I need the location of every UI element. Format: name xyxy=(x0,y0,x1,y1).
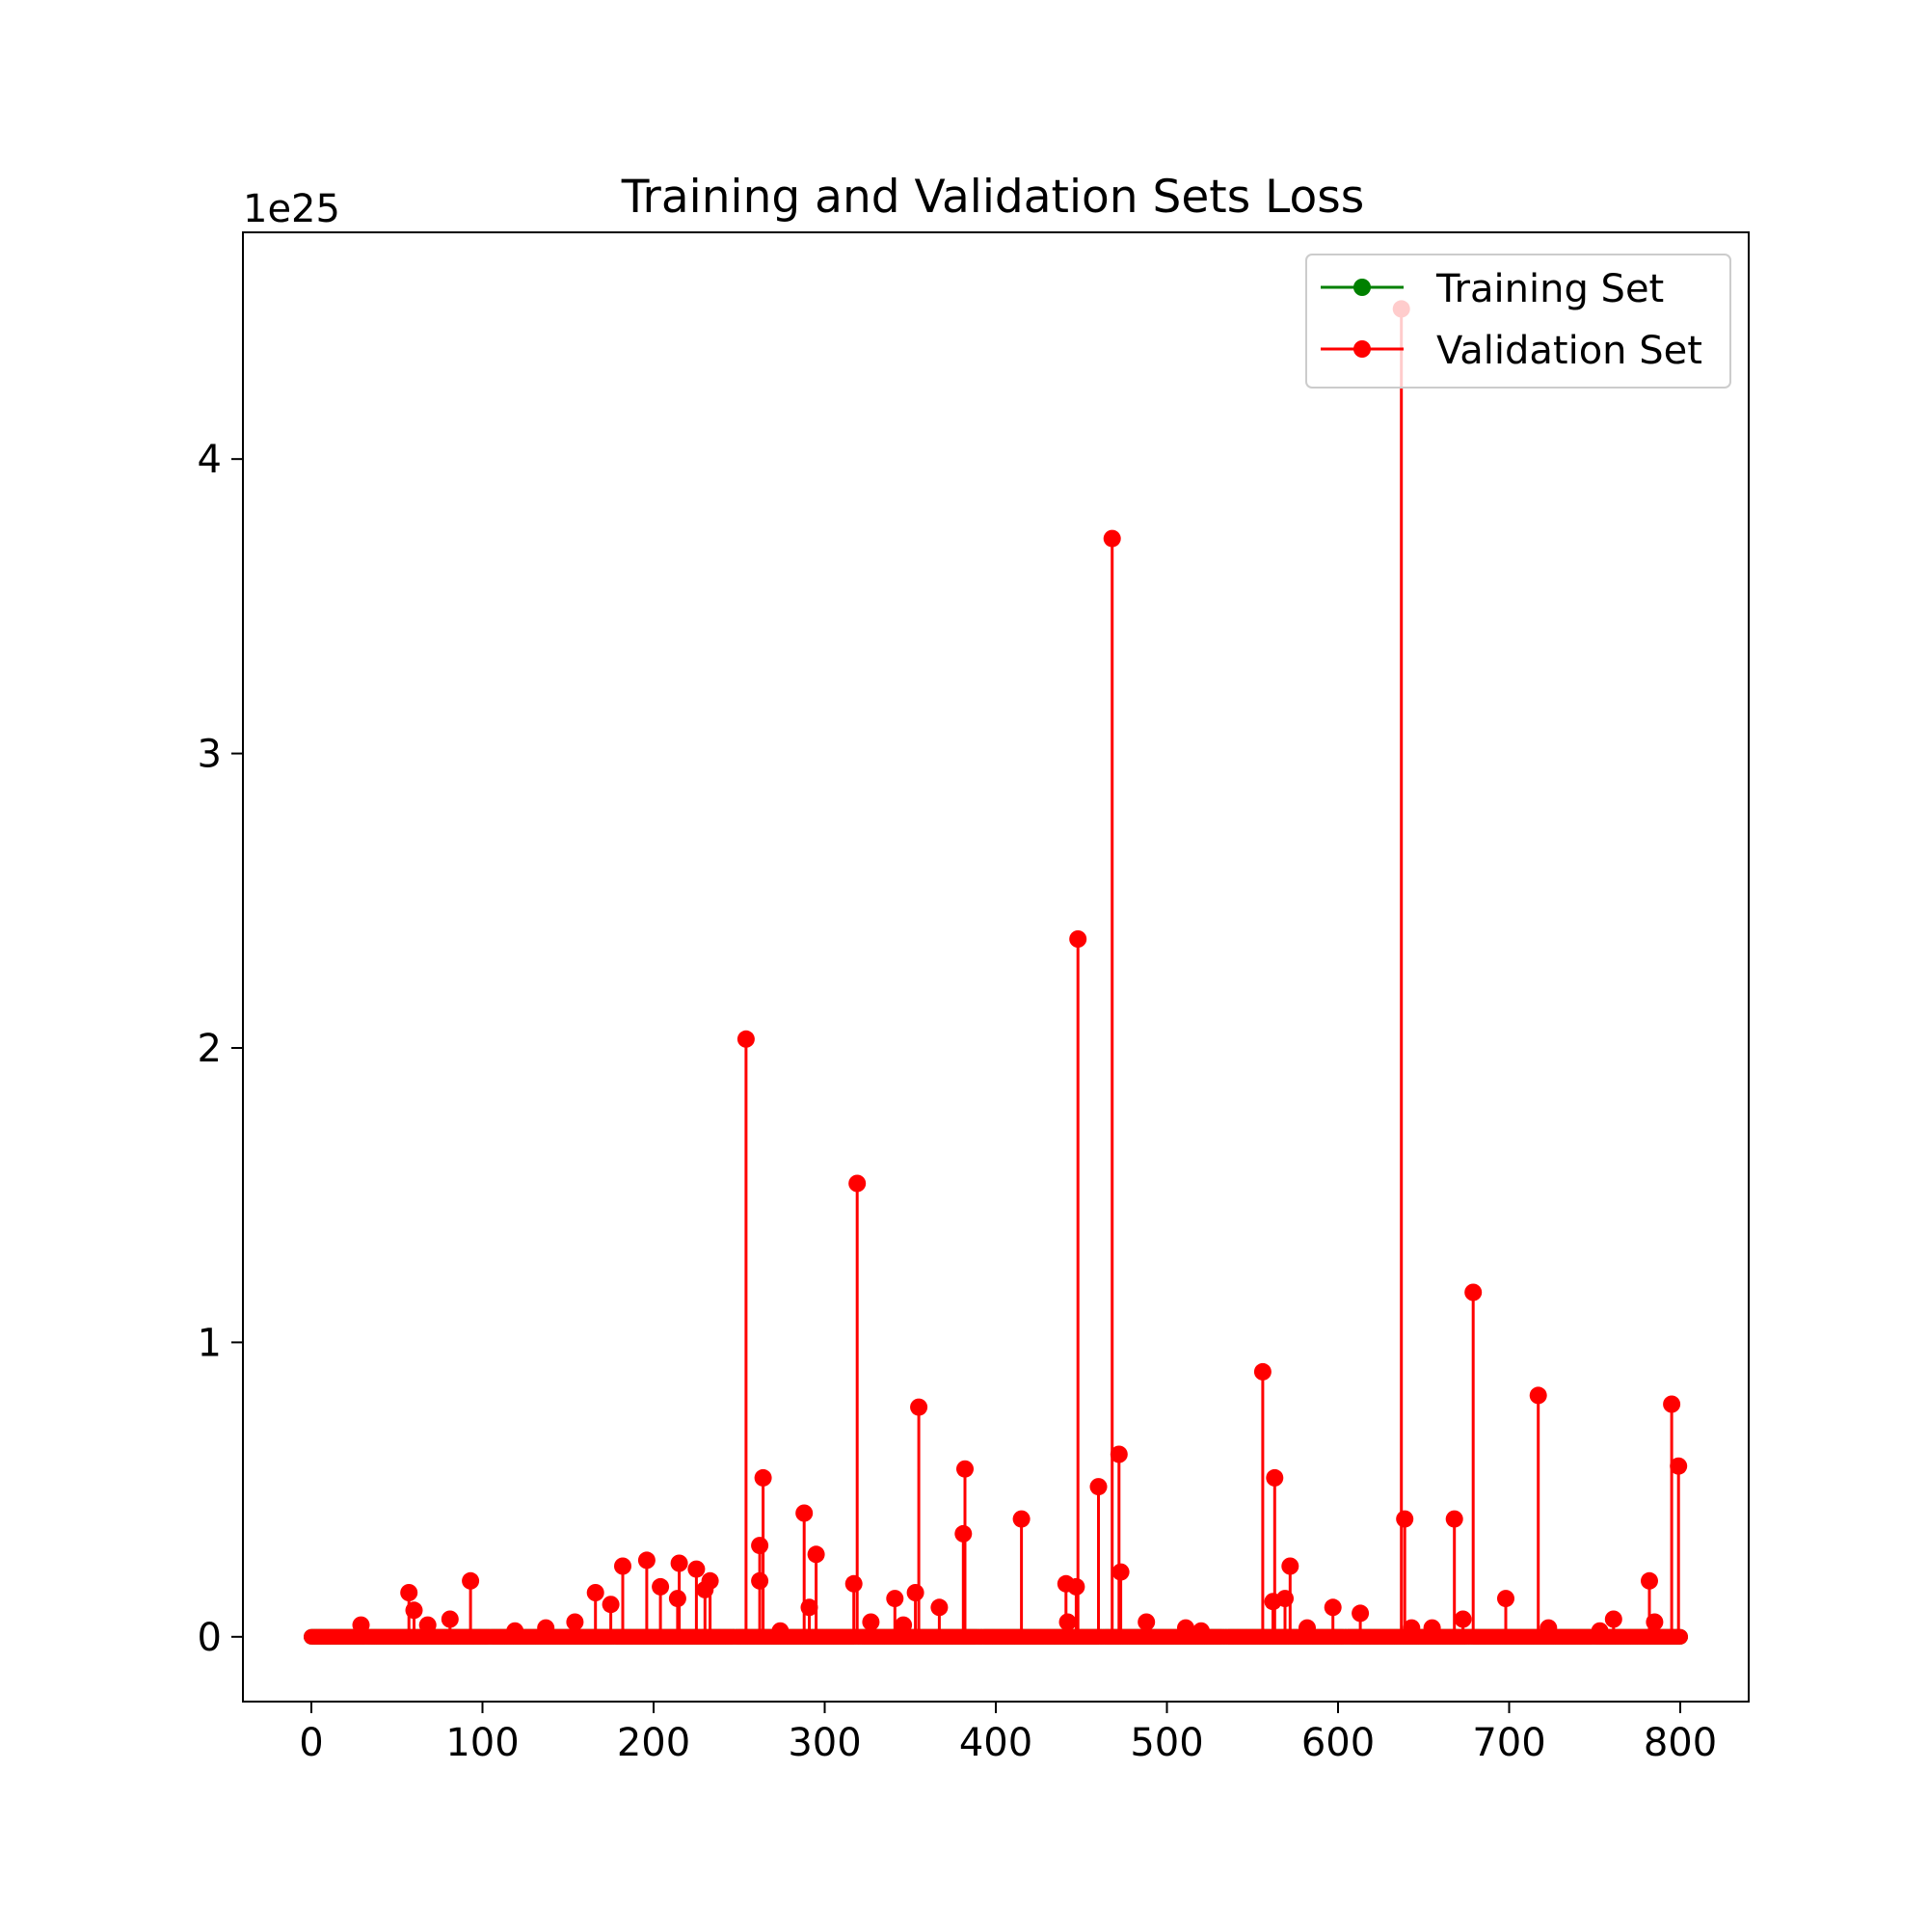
x-tick-label: 600 xyxy=(1301,1721,1375,1765)
data-point xyxy=(1012,1510,1031,1528)
data-point xyxy=(1266,1468,1284,1487)
data-point xyxy=(1103,529,1121,548)
data-point xyxy=(1276,1590,1294,1608)
data-point xyxy=(956,1460,974,1478)
data-point xyxy=(862,1613,880,1631)
chart-title: Training and Validation Sets Loss xyxy=(621,171,1364,224)
x-tick-label: 100 xyxy=(445,1721,519,1765)
data-point xyxy=(1604,1610,1622,1628)
legend-validation-marker xyxy=(1353,340,1371,358)
data-point xyxy=(637,1551,656,1570)
data-point xyxy=(1138,1613,1156,1631)
data-point xyxy=(1281,1557,1299,1575)
legend-box xyxy=(1305,254,1731,389)
data-point xyxy=(1445,1510,1463,1528)
x-tick-label: 400 xyxy=(959,1721,1032,1765)
y-scale-label: 1e25 xyxy=(243,187,340,231)
y-tick-label: 0 xyxy=(198,1616,222,1660)
data-point xyxy=(807,1545,825,1564)
data-point xyxy=(795,1504,814,1522)
x-tick-label: 500 xyxy=(1130,1721,1203,1765)
data-point xyxy=(1663,1395,1681,1413)
y-tick-label: 3 xyxy=(198,733,222,777)
legend: Training Set Validation Set xyxy=(1305,254,1731,389)
data-point xyxy=(1591,1622,1609,1640)
data-point xyxy=(586,1584,604,1601)
data-point xyxy=(954,1524,973,1543)
data-point xyxy=(1670,1457,1688,1475)
plot-series-group xyxy=(304,300,1688,1645)
data-point xyxy=(844,1574,863,1593)
data-point xyxy=(895,1616,913,1634)
data-point xyxy=(652,1577,670,1596)
x-tick-label: 800 xyxy=(1644,1721,1717,1765)
data-point xyxy=(668,1590,686,1608)
data-point xyxy=(910,1398,928,1416)
data-point xyxy=(1067,1577,1085,1596)
data-point xyxy=(1089,1478,1108,1496)
data-point xyxy=(1352,1604,1370,1623)
data-point xyxy=(1464,1283,1483,1301)
data-point xyxy=(670,1554,688,1572)
data-point xyxy=(1069,930,1087,948)
data-point xyxy=(848,1174,867,1193)
x-axis: 0 100 200 300 400 500 600 700 800 xyxy=(299,1702,1717,1765)
x-tick-label: 200 xyxy=(617,1721,690,1765)
data-point xyxy=(1641,1571,1658,1590)
data-point xyxy=(1253,1362,1272,1381)
data-point xyxy=(701,1571,719,1590)
x-tick-label: 300 xyxy=(788,1721,861,1765)
data-point xyxy=(418,1616,437,1634)
data-point xyxy=(1646,1613,1664,1631)
data-point xyxy=(405,1601,423,1620)
data-point xyxy=(687,1560,706,1578)
data-point xyxy=(1058,1613,1077,1631)
x-tick-label: 0 xyxy=(299,1721,323,1765)
data-point xyxy=(754,1468,772,1487)
data-point xyxy=(736,1030,755,1048)
y-axis: 0 1 2 3 4 xyxy=(198,438,243,1660)
y-tick-label: 1 xyxy=(198,1321,222,1365)
legend-training-marker xyxy=(1353,279,1371,296)
data-point xyxy=(1299,1619,1316,1637)
data-point xyxy=(1111,1563,1130,1581)
data-point xyxy=(751,1537,769,1555)
y-tick-label: 4 xyxy=(198,438,222,482)
data-point xyxy=(886,1590,904,1608)
data-point xyxy=(1177,1619,1194,1637)
data-point xyxy=(906,1584,924,1601)
data-point xyxy=(1673,1628,1688,1645)
series-validation xyxy=(304,300,1688,1645)
legend-training-label: Training Set xyxy=(1435,267,1664,311)
data-point xyxy=(1454,1610,1472,1628)
data-point xyxy=(930,1598,949,1617)
y-tick-label: 2 xyxy=(198,1027,222,1071)
data-point xyxy=(771,1622,790,1640)
data-point xyxy=(1403,1619,1421,1637)
data-point xyxy=(751,1571,769,1590)
data-point xyxy=(1423,1619,1441,1637)
data-point xyxy=(1110,1445,1128,1463)
data-point xyxy=(537,1619,555,1637)
data-point xyxy=(1324,1598,1342,1617)
data-point xyxy=(1529,1386,1547,1405)
legend-validation-label: Validation Set xyxy=(1436,329,1702,373)
data-point xyxy=(1192,1622,1210,1640)
data-point xyxy=(614,1557,631,1575)
data-point xyxy=(566,1613,584,1631)
data-point xyxy=(352,1616,370,1634)
data-point xyxy=(462,1571,480,1590)
data-point xyxy=(1396,1510,1414,1528)
x-tick-label: 700 xyxy=(1472,1721,1545,1765)
data-point xyxy=(1540,1619,1558,1637)
data-point xyxy=(400,1584,418,1601)
data-point xyxy=(800,1598,818,1617)
data-point xyxy=(602,1596,620,1614)
data-point xyxy=(441,1610,459,1628)
data-point xyxy=(506,1622,524,1640)
data-point xyxy=(1497,1590,1514,1608)
